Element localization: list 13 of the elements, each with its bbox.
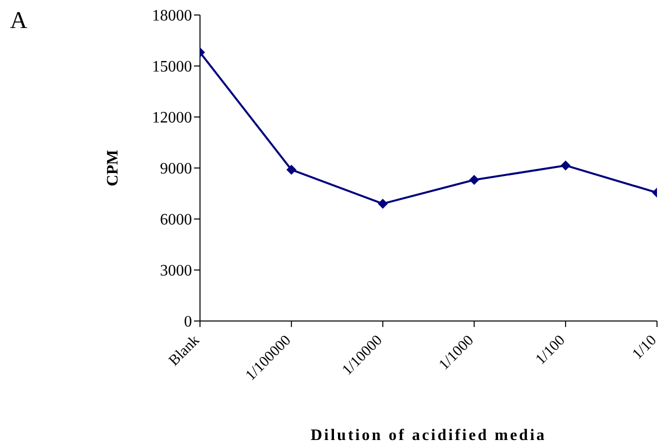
text: A xyxy=(10,8,28,35)
y-tick-label: 15000 xyxy=(152,58,192,76)
point xyxy=(378,198,388,209)
y-tick-label: 3000 xyxy=(160,262,192,280)
y-tick-label: 9000 xyxy=(160,160,192,178)
y-tick-label: 12000 xyxy=(152,110,192,127)
x-tick-label: 1/10 xyxy=(630,332,660,363)
x-axis-title: Dilution of acidified media xyxy=(310,427,546,444)
y-tick-label: 18000 xyxy=(152,8,192,25)
y-axis-title: CPM xyxy=(104,150,122,186)
y-tick-label: 6000 xyxy=(160,212,192,229)
y-tick-label: 0 xyxy=(184,314,192,331)
point xyxy=(469,174,480,185)
